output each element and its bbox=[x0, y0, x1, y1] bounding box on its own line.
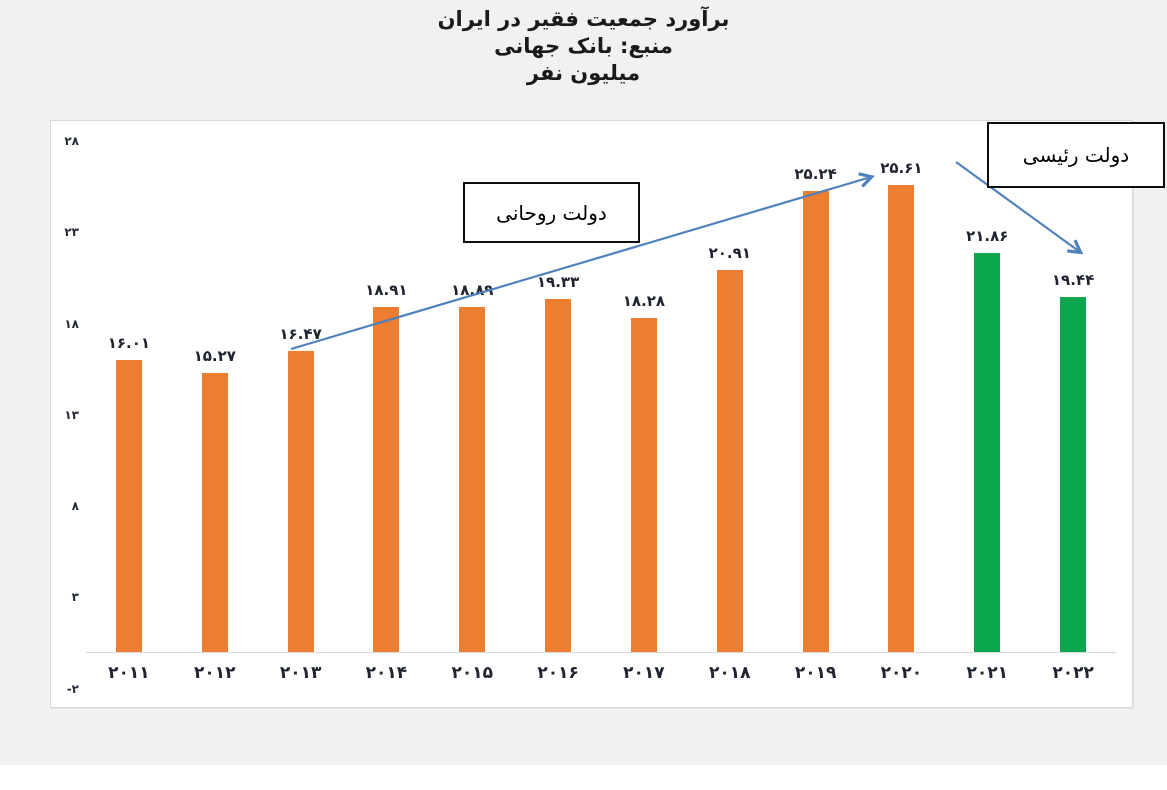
chart-source: منبع: بانک جهانی bbox=[494, 34, 673, 58]
x-tick-2022: ۲۰۲۲ bbox=[1052, 663, 1094, 683]
bar-2019 bbox=[802, 191, 829, 652]
y-tick-3: ۳ bbox=[71, 590, 79, 605]
bar-2013 bbox=[287, 351, 314, 652]
y-tick--2: -۲ bbox=[66, 681, 79, 696]
value-label-2013: ۱۶.۴۷ bbox=[279, 325, 322, 344]
x-tick-2011: ۲۰۱۱ bbox=[108, 663, 150, 683]
x-tick-2018: ۲۰۱۸ bbox=[708, 663, 751, 683]
bar-2022 bbox=[1060, 297, 1087, 652]
bar-2011 bbox=[115, 359, 142, 652]
bar-2018 bbox=[716, 270, 743, 652]
bar-2015 bbox=[459, 307, 486, 652]
y-tick-13: ۱۳ bbox=[64, 407, 79, 422]
bar-2020 bbox=[888, 184, 915, 652]
value-label-2014: ۱۸.۹۱ bbox=[365, 280, 408, 299]
bar-2021 bbox=[974, 253, 1001, 652]
bar-2017 bbox=[630, 318, 657, 652]
value-label-2020: ۲۵.۶۱ bbox=[880, 158, 923, 177]
value-label-2019: ۲۵.۲۴ bbox=[794, 165, 837, 184]
x-tick-2015: ۲۰۱۵ bbox=[451, 663, 493, 683]
value-label-2017: ۱۸.۲۸ bbox=[622, 292, 666, 311]
y-tick-8: ۸ bbox=[71, 499, 79, 513]
chart-title: برآورد جمعیت فقیر در ایران bbox=[437, 7, 730, 31]
x-tick-2014: ۲۰۱۴ bbox=[365, 663, 408, 683]
x-tick-2016: ۲۰۱۶ bbox=[537, 663, 579, 683]
x-tick-2013: ۲۰۱۳ bbox=[279, 663, 322, 683]
value-label-2016: ۱۹.۳۳ bbox=[536, 273, 580, 292]
x-axis-line bbox=[86, 652, 1116, 653]
value-label-2022: ۱۹.۴۴ bbox=[1051, 271, 1095, 290]
x-tick-2019: ۲۰۱۹ bbox=[794, 663, 837, 683]
x-tick-2020: ۲۰۲۰ bbox=[880, 663, 923, 683]
value-label-2011: ۱۶.۰۱ bbox=[107, 333, 151, 352]
bar-2012 bbox=[201, 373, 228, 652]
y-tick-28: ۲۸ bbox=[64, 134, 79, 148]
value-label-2012: ۱۵.۲۷ bbox=[193, 347, 236, 366]
x-tick-2012: ۲۰۱۲ bbox=[193, 663, 236, 683]
x-tick-2017: ۲۰۱۷ bbox=[623, 663, 665, 683]
value-label-2021: ۲۱.۸۶ bbox=[966, 227, 1009, 246]
raisi-annotation-box: دولت رئیسی bbox=[987, 122, 1165, 188]
x-tick-2021: ۲۰۲۱ bbox=[966, 663, 1008, 683]
chart-header: برآورد جمعیت فقیر در ایران منبع: بانک جه… bbox=[0, 6, 1167, 87]
value-label-2015: ۱۸.۸۹ bbox=[451, 281, 494, 300]
bar-2016 bbox=[545, 299, 572, 652]
raisi-annotation-label: دولت رئیسی bbox=[1022, 143, 1130, 167]
y-tick-18: ۱۸ bbox=[64, 316, 79, 331]
chart-unit-label: میلیون نفر bbox=[526, 61, 641, 85]
value-label-2018: ۲۰.۹۱ bbox=[708, 244, 751, 263]
rouhani-annotation-label: دولت روحانی bbox=[496, 200, 607, 225]
bar-2014 bbox=[373, 306, 400, 652]
rouhani-annotation-box: دولت روحانی bbox=[463, 182, 640, 243]
y-tick-23: ۲۳ bbox=[64, 225, 79, 240]
